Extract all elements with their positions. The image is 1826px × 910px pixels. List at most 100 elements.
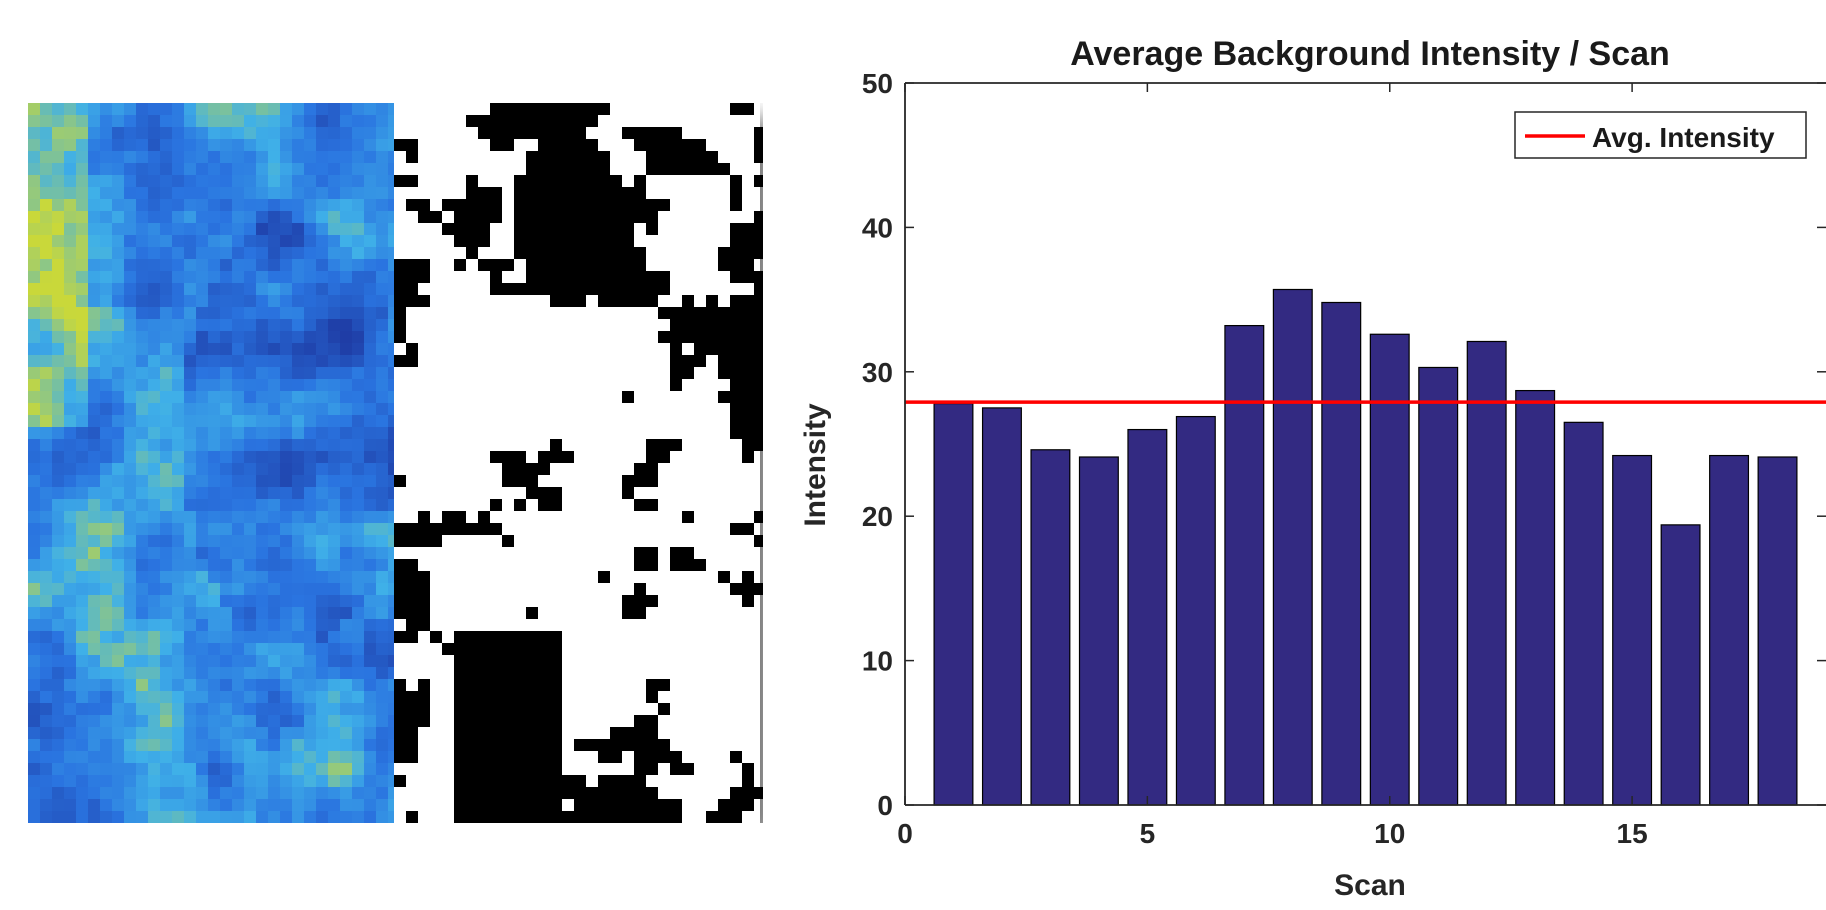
heatmap-pixel xyxy=(148,199,160,211)
heatmap-pixel xyxy=(280,199,292,211)
heatmap-pixel xyxy=(256,523,268,535)
heatmap-pixel xyxy=(280,811,292,823)
heatmap-pixel xyxy=(160,655,172,667)
heatmap-pixel xyxy=(88,139,100,151)
mask-pixel xyxy=(586,139,598,151)
mask-pixel xyxy=(478,679,490,691)
heatmap-pixel xyxy=(208,535,220,547)
heatmap-pixel xyxy=(292,643,304,655)
mask-pixel xyxy=(610,199,622,211)
heatmap-pixel xyxy=(28,715,40,727)
heatmap-pixel xyxy=(220,739,232,751)
heatmap-pixel xyxy=(352,151,364,163)
heatmap-pixel xyxy=(304,703,316,715)
heatmap-pixel xyxy=(208,151,220,163)
heatmap-pixel xyxy=(232,415,244,427)
heatmap-pixel xyxy=(364,631,376,643)
mask-pixel xyxy=(502,631,514,643)
heatmap-pixel xyxy=(172,499,184,511)
heatmap-pixel xyxy=(292,391,304,403)
heatmap-pixel xyxy=(172,679,184,691)
heatmap-pixel xyxy=(112,295,124,307)
heatmap-pixel xyxy=(124,163,136,175)
heatmap-pixel xyxy=(316,163,328,175)
y-tick-label: 30 xyxy=(862,357,893,388)
heatmap-pixel xyxy=(304,523,316,535)
mask-pixel xyxy=(646,295,658,307)
heatmap-pixel xyxy=(340,379,352,391)
heatmap-pixel xyxy=(244,139,256,151)
heatmap-pixel xyxy=(136,799,148,811)
heatmap-pixel xyxy=(256,295,268,307)
heatmap-pixel xyxy=(268,463,280,475)
heatmap-pixel xyxy=(112,763,124,775)
mask-pixel xyxy=(466,691,478,703)
heatmap-pixel xyxy=(376,691,388,703)
heatmap-pixel xyxy=(244,331,256,343)
heatmap-pixel xyxy=(124,415,136,427)
bar-scan-2 xyxy=(981,407,1022,806)
mask-pixel xyxy=(658,439,670,451)
heatmap-pixel xyxy=(52,667,64,679)
heatmap-pixel xyxy=(196,163,208,175)
mask-pixel xyxy=(670,559,682,571)
mask-pixel xyxy=(730,391,742,403)
heatmap-pixel xyxy=(136,439,148,451)
heatmap-pixel xyxy=(232,139,244,151)
heatmap-pixel xyxy=(28,175,40,187)
heatmap-pixel xyxy=(304,607,316,619)
heatmap-pixel xyxy=(40,115,52,127)
heatmap-pixel xyxy=(304,787,316,799)
mask-pixel xyxy=(754,139,766,151)
heatmap-pixel xyxy=(112,199,124,211)
mask-pixel xyxy=(550,679,562,691)
heatmap-pixel xyxy=(244,571,256,583)
mask-pixel xyxy=(598,751,610,763)
heatmap-pixel xyxy=(64,523,76,535)
heatmap-pixel xyxy=(148,751,160,763)
heatmap-pixel xyxy=(112,571,124,583)
mask-pixel xyxy=(622,739,634,751)
mask-pixel xyxy=(550,223,562,235)
heatmap-pixel xyxy=(28,403,40,415)
bar-scan-13 xyxy=(1515,389,1556,806)
heatmap-pixel xyxy=(76,103,88,115)
mask-pixel xyxy=(502,127,514,139)
mask-pixel xyxy=(658,307,670,319)
heatmap-pixel xyxy=(160,679,172,691)
heatmap-pixel xyxy=(304,283,316,295)
heatmap-pixel xyxy=(28,307,40,319)
mask-pixel xyxy=(682,319,694,331)
heatmap-pixel xyxy=(52,127,64,139)
heatmap-pixel xyxy=(40,643,52,655)
heatmap-pixel xyxy=(232,667,244,679)
heatmap-pixel xyxy=(148,127,160,139)
mask-pixel xyxy=(454,223,466,235)
mask-pixel xyxy=(730,523,742,535)
heatmap-pixel xyxy=(304,115,316,127)
heatmap-pixel xyxy=(172,715,184,727)
heatmap-pixel xyxy=(88,451,100,463)
heatmap-pixel xyxy=(292,247,304,259)
heatmap-pixel xyxy=(316,127,328,139)
heatmap-pixel xyxy=(292,547,304,559)
heatmap-pixel xyxy=(352,295,364,307)
heatmap-pixel xyxy=(64,211,76,223)
mask-pixel xyxy=(538,499,550,511)
heatmap-pixel xyxy=(184,775,196,787)
heatmap-pixel xyxy=(28,127,40,139)
heatmap-pixel xyxy=(40,139,52,151)
mask-pixel xyxy=(658,679,670,691)
heatmap-pixel xyxy=(352,535,364,547)
mask-pixel xyxy=(622,295,634,307)
heatmap-pixel xyxy=(244,595,256,607)
mask-pixel xyxy=(406,631,418,643)
heatmap-pixel xyxy=(244,427,256,439)
heatmap-pixel xyxy=(124,607,136,619)
heatmap-pixel xyxy=(328,331,340,343)
heatmap-pixel xyxy=(64,799,76,811)
heatmap-pixel xyxy=(148,799,160,811)
heatmap-pixel xyxy=(244,235,256,247)
heatmap-pixel xyxy=(100,295,112,307)
heatmap-pixel xyxy=(316,691,328,703)
